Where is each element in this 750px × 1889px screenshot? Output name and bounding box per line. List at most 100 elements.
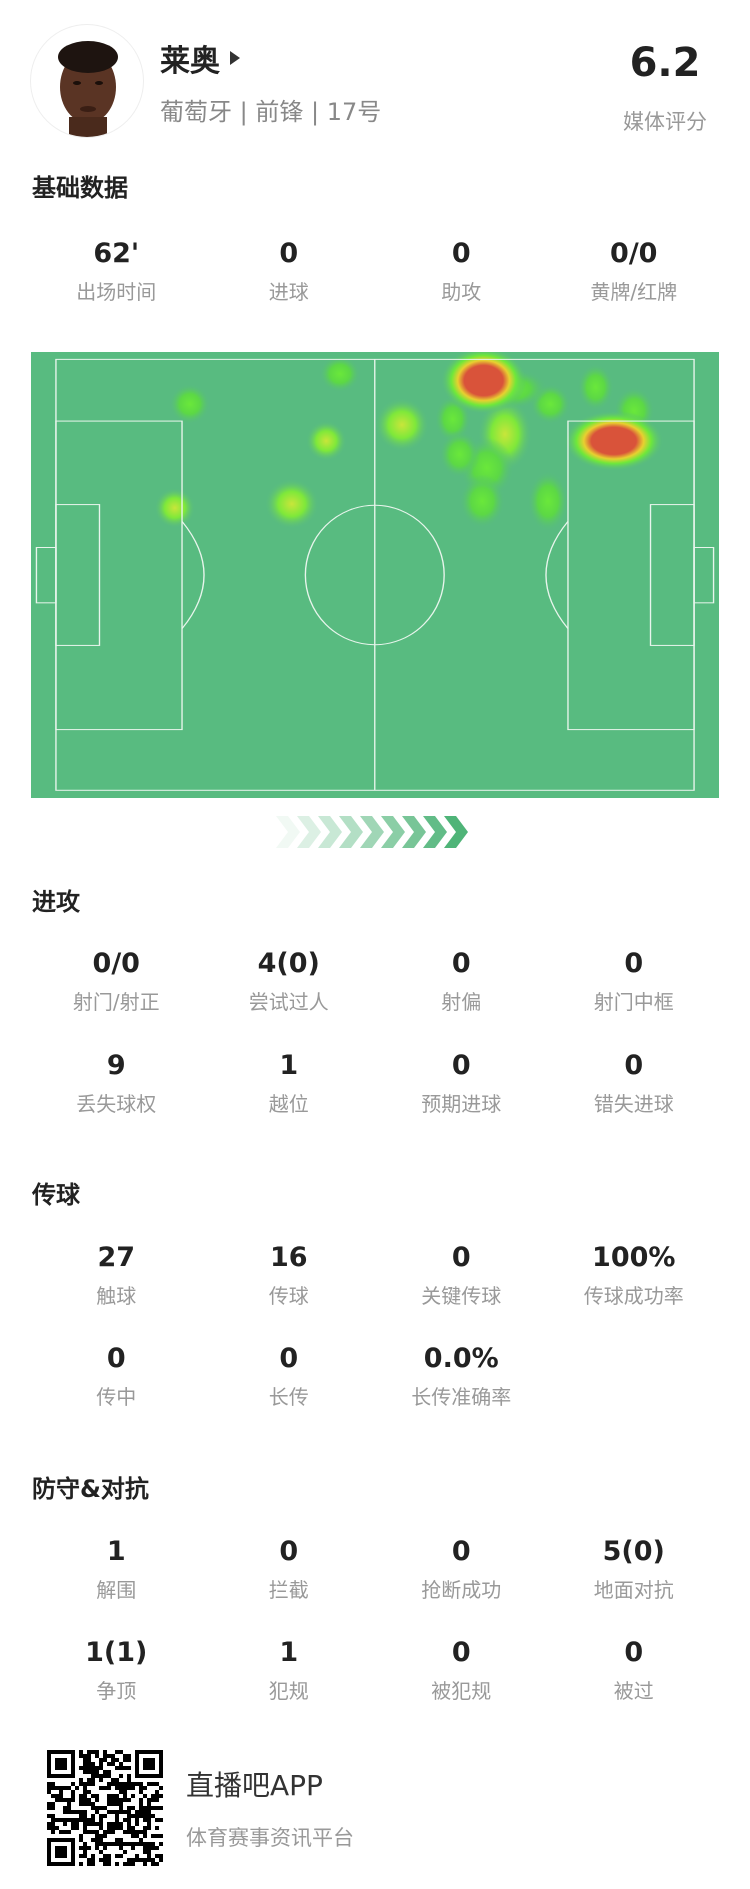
qr-code	[46, 1750, 164, 1866]
stat-label: 关键传球	[421, 1284, 502, 1308]
stat-label: 传中	[96, 1385, 137, 1409]
stat-row: 27 触球 16 传球 0 关键传球 100% 传球成功率	[30, 1240, 720, 1309]
stat-item: 100% 传球成功率	[548, 1240, 721, 1309]
stat-item: 0 预期进球	[375, 1048, 548, 1117]
heat-spot	[319, 355, 361, 393]
stat-item: 9 丢失球权	[30, 1048, 203, 1117]
stat-label: 丢失球权	[76, 1092, 157, 1116]
stat-value: 62'	[93, 238, 140, 269]
stat-item: 1 越位	[203, 1048, 376, 1117]
avatar[interactable]	[30, 24, 144, 138]
stat-label: 争顶	[96, 1679, 137, 1703]
chevron-right-icon	[402, 816, 426, 848]
chevron-right-icon	[297, 816, 321, 848]
heat-spot	[374, 397, 430, 452]
stat-item: 0 传中	[30, 1341, 203, 1410]
stat-item: 27 触球	[30, 1240, 203, 1309]
chevron-right-icon	[318, 816, 342, 848]
stat-value: 0	[624, 1637, 644, 1668]
heatmap-pitch	[31, 346, 719, 798]
stat-value: 5(0)	[602, 1536, 665, 1567]
heat-spot	[440, 346, 527, 415]
stat-item: 5(0) 地面对抗	[548, 1534, 721, 1603]
stat-label: 射门/射正	[72, 990, 160, 1014]
heat-spot	[305, 420, 347, 461]
stat-value: 4(0)	[257, 948, 320, 979]
section-title: 基础数据	[32, 174, 128, 202]
heat-spot	[439, 430, 480, 478]
stat-value: 0	[451, 1637, 471, 1668]
player-meta: 葡萄牙 | 前锋 | 17号	[160, 98, 382, 126]
player-name-link[interactable]: 莱奥	[160, 36, 240, 80]
stat-label: 预期进球	[421, 1092, 502, 1116]
stat-label: 射门中框	[593, 990, 674, 1014]
stat-value: 100%	[592, 1242, 676, 1273]
stat-item: 0 射偏	[375, 946, 548, 1015]
stat-label: 被犯规	[431, 1679, 492, 1703]
section-title: 进攻	[32, 888, 80, 916]
rating-label: 媒体评分	[623, 110, 707, 134]
stat-label: 越位	[268, 1092, 309, 1116]
stat-item: 0.0% 长传准确率	[375, 1341, 548, 1410]
stat-value: 1	[279, 1050, 299, 1081]
player-country: 葡萄牙	[160, 98, 232, 126]
heat-spot	[563, 410, 664, 472]
player-number: 17号	[326, 98, 382, 126]
stat-item: 0 射门中框	[548, 946, 721, 1015]
stat-label: 抢断成功	[421, 1578, 502, 1602]
stat-item: 0 被过	[548, 1635, 721, 1704]
stat-value: 0	[624, 1050, 644, 1081]
app-slogan: 体育赛事资讯平台	[186, 1826, 354, 1850]
stat-label: 进球	[268, 280, 309, 304]
stat-item: 0 拦截	[203, 1534, 376, 1603]
stat-item: 0 助攻	[375, 236, 548, 305]
chevron-right-icon	[423, 816, 447, 848]
stat-label: 被过	[613, 1679, 654, 1703]
stat-item: 0 长传	[203, 1341, 376, 1410]
app-name: 直播吧APP	[186, 1769, 323, 1802]
stat-item: 16 传球	[203, 1240, 376, 1309]
stat-item: 0 进球	[203, 236, 376, 305]
heat-spot	[577, 363, 614, 411]
stat-label: 犯规	[268, 1679, 309, 1703]
stat-value: 16	[269, 1242, 308, 1273]
stat-label: 长传	[268, 1385, 309, 1409]
stat-value: 0.0%	[423, 1343, 499, 1374]
chevron-right-icon	[360, 816, 384, 848]
stat-item: 0 关键传球	[375, 1240, 548, 1309]
stat-item: 1 解围	[30, 1534, 203, 1603]
stat-label: 传球	[268, 1284, 309, 1308]
stat-item: 4(0) 尝试过人	[203, 946, 376, 1015]
player-name: 莱奥	[160, 44, 220, 79]
stat-value: 0	[279, 238, 299, 269]
stat-label: 传球成功率	[583, 1284, 684, 1308]
heat-spot	[264, 478, 319, 530]
heat-spot	[527, 471, 569, 532]
stat-value: 0	[279, 1536, 299, 1567]
section-title: 传球	[32, 1181, 80, 1209]
play-triangle-icon	[230, 51, 240, 65]
stat-value: 0	[451, 1050, 471, 1081]
section-title: 防守&对抗	[32, 1475, 149, 1503]
stat-value: 9	[106, 1050, 126, 1081]
player-position: 前锋	[255, 98, 304, 126]
stat-row: 1(1) 争顶 1 犯规 0 被犯规 0 被过	[30, 1635, 720, 1704]
stat-label: 触球	[96, 1284, 137, 1308]
stat-label: 解围	[96, 1578, 137, 1602]
heat-spot	[459, 474, 505, 529]
stat-label: 长传准确率	[411, 1385, 512, 1409]
stat-item: 0/0 射门/射正	[30, 946, 203, 1015]
stat-row: 62' 出场时间 0 进球 0 助攻 0/0 黄牌/红牌	[30, 236, 720, 305]
chevron-right-icon	[381, 816, 405, 848]
stat-row: 9 丢失球权 1 越位 0 预期进球 0 错失进球	[30, 1048, 720, 1117]
stat-item: 0 被犯规	[375, 1635, 548, 1704]
stat-label: 助攻	[441, 280, 482, 304]
stat-value: 0	[451, 948, 471, 979]
stat-label: 黄牌/红牌	[590, 280, 678, 304]
stat-row: 0 传中 0 长传 0.0% 长传准确率	[30, 1341, 720, 1410]
stat-value: 1	[279, 1637, 299, 1668]
chevron-right-icon	[339, 816, 363, 848]
stat-item: 62' 出场时间	[30, 236, 203, 305]
stat-item: 1 犯规	[203, 1635, 376, 1704]
stat-value: 1(1)	[85, 1637, 148, 1668]
